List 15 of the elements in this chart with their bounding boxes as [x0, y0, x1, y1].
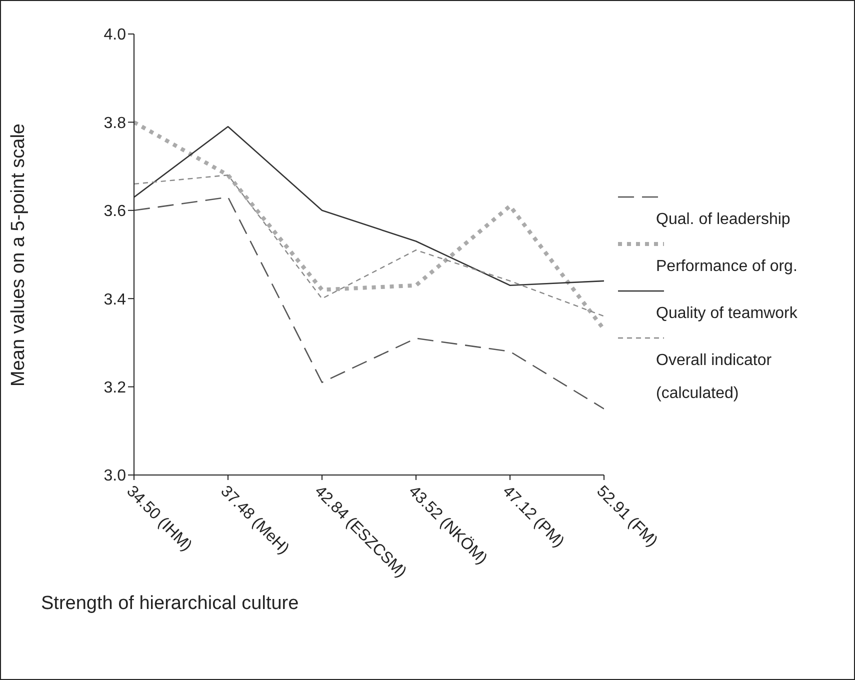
legend-label: Overall indicator (calculated)	[655, 351, 773, 404]
y-tick-label: 3.0	[104, 468, 126, 485]
legend-label: Performance of org.	[655, 257, 798, 277]
y-tick-label: 3.6	[104, 203, 126, 220]
y-tick-label: 3.2	[104, 379, 126, 396]
y-tick-label: 3.4	[104, 291, 126, 308]
y-axis-title: Mean values on a 5-point scale	[8, 124, 30, 386]
y-tick-label: 4.0	[104, 26, 126, 44]
legend-label: Qual. of leadership	[655, 210, 792, 230]
line-series	[134, 174, 604, 317]
line-series	[134, 126, 604, 286]
x-axis-title: Strength of hierarchical culture	[41, 593, 299, 615]
legend-label: Quality of teamwork	[655, 304, 798, 324]
line-series	[134, 196, 604, 410]
y-tick-label: 3.8	[104, 114, 126, 132]
